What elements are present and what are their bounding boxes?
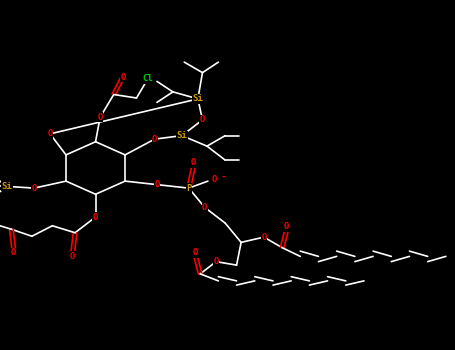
Text: Si: Si bbox=[192, 94, 203, 103]
Text: Si: Si bbox=[177, 131, 187, 140]
Text: Si: Si bbox=[1, 182, 12, 191]
Text: O: O bbox=[191, 159, 196, 167]
Text: Cl: Cl bbox=[142, 74, 153, 83]
Text: O: O bbox=[97, 113, 103, 122]
Text: O: O bbox=[200, 116, 205, 124]
Text: -: - bbox=[221, 173, 225, 182]
Text: O: O bbox=[70, 252, 76, 261]
Text: O: O bbox=[261, 233, 267, 241]
Text: O: O bbox=[31, 184, 37, 192]
Text: O: O bbox=[11, 248, 16, 257]
Text: O: O bbox=[120, 72, 126, 82]
Text: O: O bbox=[284, 222, 289, 231]
Text: O: O bbox=[154, 180, 160, 189]
Text: O: O bbox=[193, 248, 198, 257]
Text: O: O bbox=[213, 257, 219, 266]
Text: O: O bbox=[202, 203, 207, 212]
Text: P: P bbox=[186, 184, 192, 192]
Text: O: O bbox=[47, 130, 53, 138]
Text: O: O bbox=[93, 212, 98, 222]
Text: O: O bbox=[211, 175, 217, 184]
Text: O: O bbox=[152, 135, 157, 144]
